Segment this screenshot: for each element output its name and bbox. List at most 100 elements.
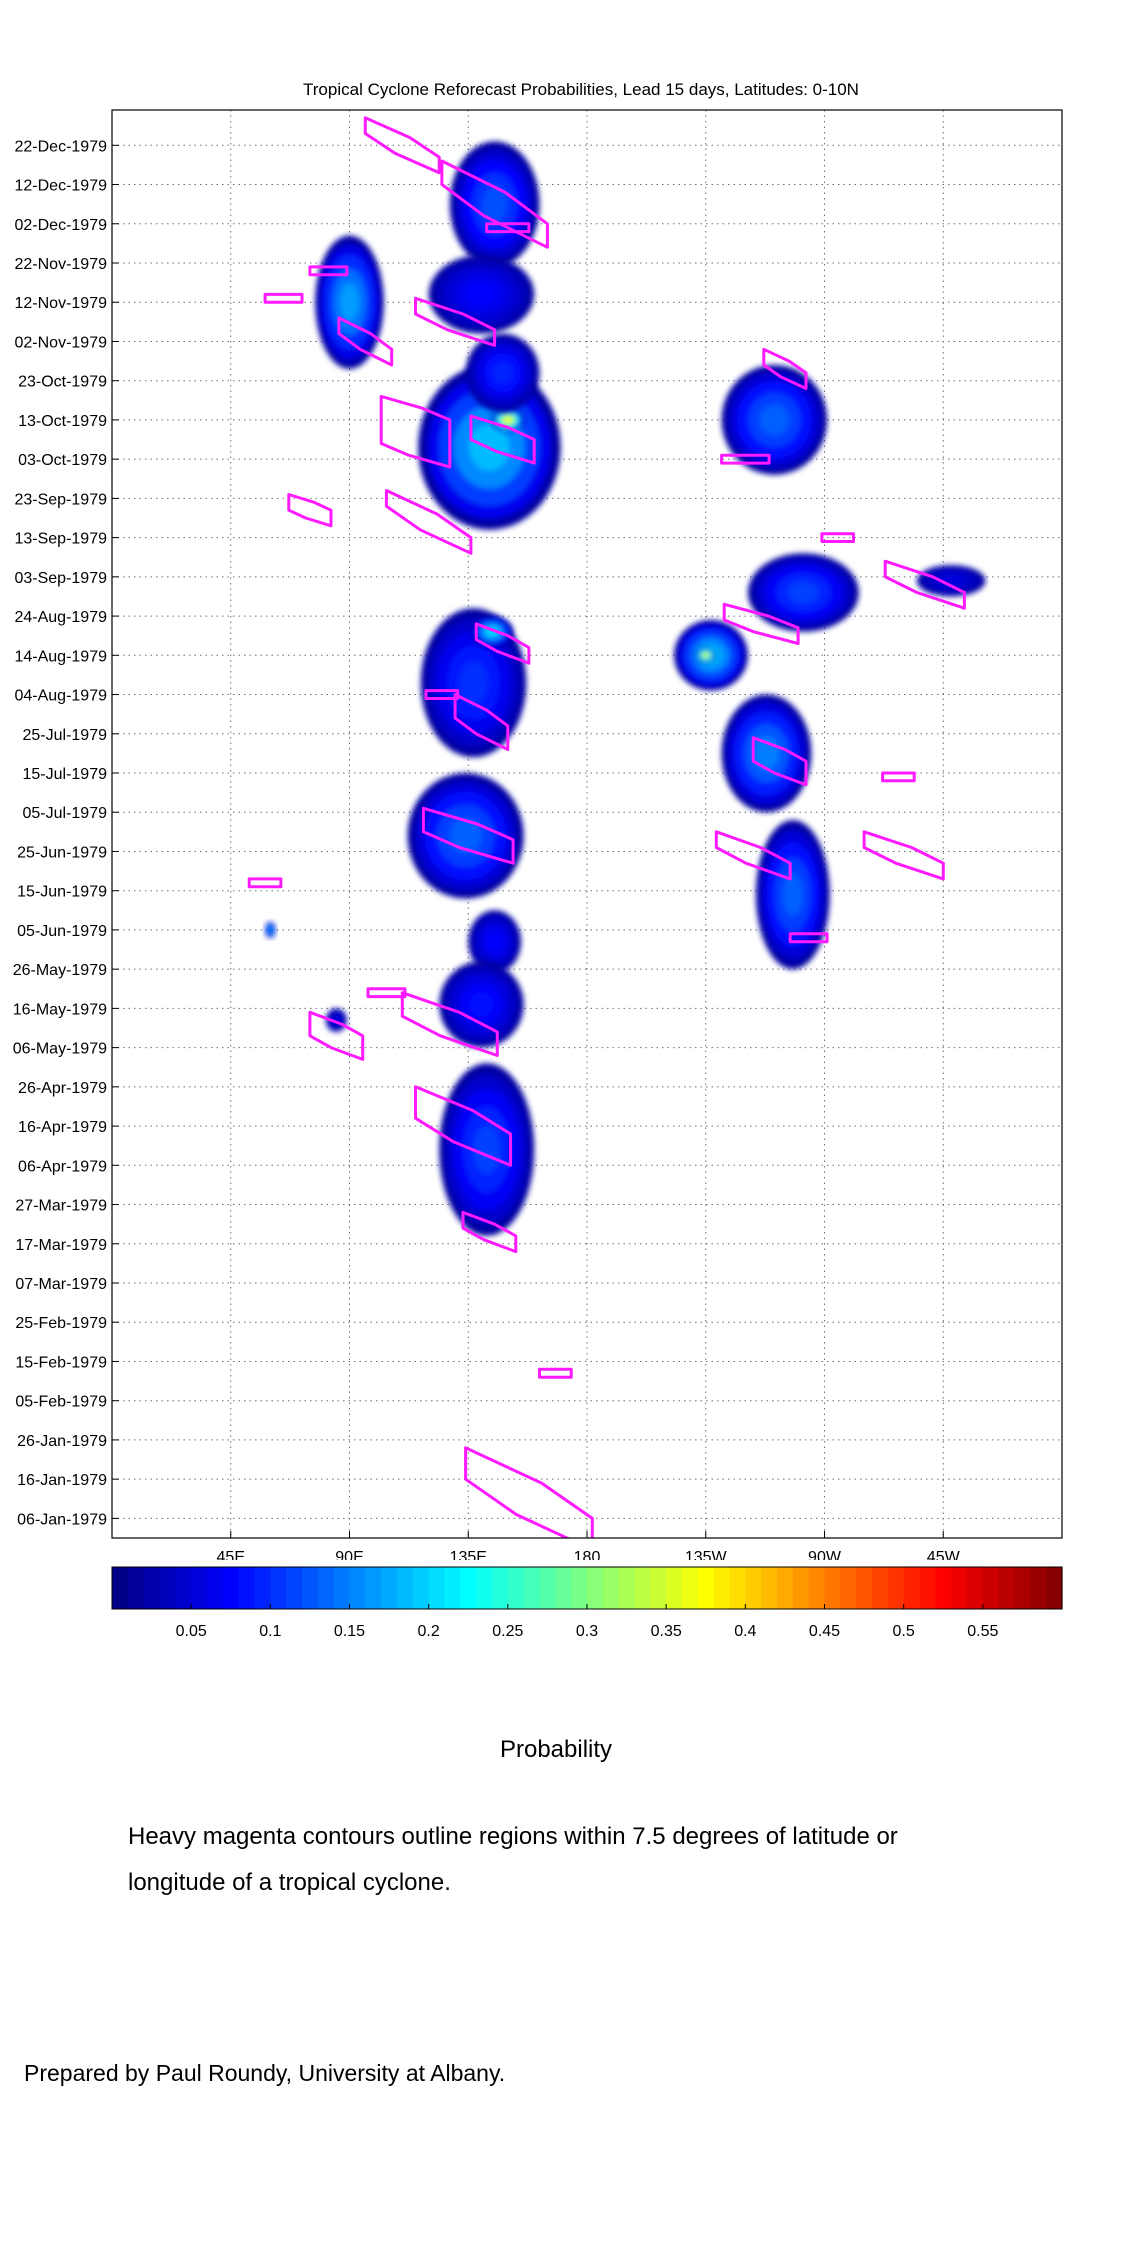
colorbar-tick-label: 0.2: [418, 1623, 440, 1640]
colorbar-cell: [840, 1567, 857, 1609]
colorbar-cell: [523, 1567, 541, 1609]
cyclone-contour: [263, 292, 304, 304]
probability-region: [721, 365, 828, 475]
y-tick-label: 02-Nov-1979: [15, 334, 108, 351]
y-tick-label: 06-Apr-1979: [18, 1158, 107, 1175]
colorbar-tick-label: 0.1: [259, 1623, 281, 1640]
colorbar-cell: [412, 1567, 430, 1609]
colorbar-ticks: 0.05 0.1 0.15 0.2 0.25 0.3 0.35 0.4 0.45 0.5 0.55: [176, 1604, 999, 1640]
cyclone-contour: [485, 222, 531, 234]
probability-level: [449, 818, 483, 854]
colorbar-tick-label: 0.5: [893, 1623, 915, 1640]
cyclone-contour: [474, 622, 531, 665]
y-tick-label: 02-Dec-1979: [15, 217, 108, 234]
cyclone-contour: [337, 316, 394, 367]
colorbar-cell: [302, 1567, 319, 1609]
y-tick-label: 16-Apr-1979: [18, 1119, 107, 1136]
colorbar-tick-label: 0.35: [651, 1623, 682, 1640]
y-tick-label: 04-Aug-1979: [14, 688, 107, 705]
probability-level: [702, 653, 709, 658]
probability-region: [721, 694, 812, 813]
cyclone-contour: [308, 265, 349, 277]
cyclone-contour: [881, 771, 916, 783]
cyclone-contour: [400, 991, 499, 1057]
colorbar-cell: [539, 1567, 556, 1609]
y-tick-label: 26-Apr-1979: [18, 1080, 107, 1097]
chart-title: Tropical Cyclone Reforecast Probabilitie…: [303, 80, 859, 99]
probability-region: [439, 1063, 535, 1236]
cyclone-contour: [762, 347, 808, 390]
probability-region: [428, 255, 535, 334]
colorbar-cell: [365, 1567, 382, 1609]
colorbar-cell: [397, 1567, 414, 1609]
y-tick-label: 16-Jan-1979: [17, 1472, 107, 1489]
y-tick-label: 23-Sep-1979: [14, 491, 107, 508]
x-axis-ticks: 45E 90E 135E 180 135W 90W 45W: [217, 1531, 961, 1560]
cyclone-contour: [421, 806, 515, 865]
y-tick-label: 15-Jul-1979: [23, 766, 108, 783]
probability-region: [265, 922, 276, 938]
y-tick-label: 12-Dec-1979: [15, 178, 108, 195]
cyclone-contours: [247, 116, 966, 1538]
probability-region: [465, 333, 540, 413]
probability-level: [466, 283, 497, 306]
colorbar-tick-label: 0.15: [334, 1623, 365, 1640]
colorbar-cell: [460, 1567, 477, 1609]
y-tick-label: 05-Jun-1979: [17, 923, 107, 940]
cyclone-contour: [720, 453, 771, 465]
y-tick-label: 06-Jan-1979: [17, 1511, 107, 1528]
plot-background: [112, 110, 1062, 1538]
x-tick-label: 90E: [335, 1549, 363, 1560]
y-tick-label: 03-Oct-1979: [18, 452, 107, 469]
cyclone-contour: [247, 877, 283, 889]
colorbar-cell: [143, 1567, 161, 1609]
x-tick-label: 45W: [927, 1549, 961, 1560]
y-tick-label: 07-Mar-1979: [15, 1276, 107, 1293]
y-tick-label: 16-May-1979: [13, 1001, 107, 1018]
probability-level: [458, 661, 489, 704]
colorbar-cell: [903, 1567, 921, 1609]
colorbar-cell: [634, 1567, 651, 1609]
cyclone-contour: [461, 1210, 518, 1254]
colorbar-cell: [587, 1567, 604, 1609]
cyclone-contour: [788, 932, 829, 944]
probability-level: [487, 932, 503, 951]
y-tick-label: 26-Jan-1979: [17, 1433, 107, 1450]
y-tick-label: 25-Feb-1979: [15, 1315, 107, 1332]
colorbar-cell: [1030, 1567, 1047, 1609]
colorbar-tick-label: 0.05: [176, 1623, 207, 1640]
colorbar-cell: [666, 1567, 683, 1609]
probability-level: [492, 361, 514, 384]
colorbar-cell: [1046, 1567, 1063, 1609]
cyclone-contour: [379, 394, 452, 469]
cyclone-contour: [308, 1010, 365, 1061]
x-tick-label: 45E: [217, 1549, 245, 1560]
colorbar-cells: [112, 1567, 1063, 1609]
y-tick-label: 22-Nov-1979: [15, 256, 108, 273]
probability-level: [787, 581, 820, 604]
colorbar-cell: [602, 1567, 620, 1609]
probability-field: [265, 141, 986, 1236]
cyclone-contour: [722, 602, 800, 645]
colorbar-cell: [697, 1567, 715, 1609]
colorbar-cell: [317, 1567, 335, 1609]
cyclone-contour: [414, 1085, 512, 1167]
cyclone-contour: [414, 296, 497, 347]
colorbar-tick-label: 0.25: [492, 1623, 523, 1640]
y-tick-label: 05-Feb-1979: [15, 1394, 107, 1411]
colorbar-cell: [492, 1567, 509, 1609]
y-tick-label: 26-May-1979: [13, 962, 107, 979]
colorbar-cell: [555, 1567, 572, 1609]
y-tick-label: 23-Oct-1979: [18, 374, 107, 391]
colorbar-cell: [349, 1567, 366, 1609]
colorbar-cell: [127, 1567, 145, 1609]
colorbar-cell: [998, 1567, 1016, 1609]
cyclone-contour: [820, 532, 855, 543]
y-tick-label: 06-May-1979: [13, 1041, 107, 1058]
colorbar-cell: [207, 1567, 224, 1609]
probability-level: [339, 283, 360, 322]
colorbar-cell: [951, 1567, 968, 1609]
cyclone-contour: [883, 559, 966, 610]
cyclone-contour: [366, 987, 407, 999]
x-tick-label: 135W: [685, 1549, 728, 1560]
